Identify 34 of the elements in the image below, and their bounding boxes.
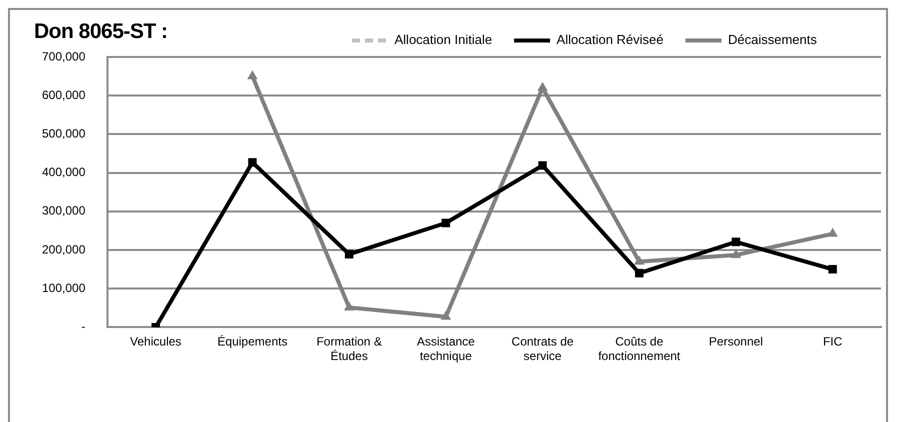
chart-title: Don 8065-ST :	[34, 20, 168, 44]
point	[730, 249, 742, 258]
point	[537, 82, 548, 91]
y-tick-label: 700,000	[42, 49, 86, 64]
point	[248, 158, 257, 167]
x-tick-label: Vehicules	[130, 334, 182, 349]
legend-label: Décaissements	[728, 32, 818, 48]
point	[827, 228, 838, 237]
point	[344, 250, 354, 258]
legend-label: Allocation Réviseé	[556, 32, 664, 48]
x-tick-label: FIC	[822, 334, 843, 349]
point	[635, 268, 644, 278]
point	[344, 302, 354, 311]
x-tick-label: Formation & Études	[316, 334, 382, 364]
x-tick-label: Personnel	[708, 334, 763, 349]
x-tick-label: Coûts de fonctionnement	[598, 334, 681, 364]
x-tick-label: Contrats de service	[512, 334, 574, 364]
y-tick-label: 500,000	[42, 126, 86, 141]
y-tick-label: -	[81, 320, 86, 334]
point	[440, 310, 452, 320]
x-tick-label: Assistance technique	[416, 334, 476, 364]
point	[538, 161, 547, 170]
point	[732, 238, 740, 246]
y-tick-label: 400,000	[42, 165, 86, 180]
point	[247, 70, 258, 80]
y-tick-label: 300,000	[42, 204, 86, 218]
y-tick-label: 600,000	[42, 88, 86, 102]
y-tick-label: 100,000	[42, 280, 86, 295]
y-tick-label: 200,000	[42, 242, 86, 256]
point	[442, 218, 450, 228]
point	[828, 265, 837, 274]
x-tick-label: Équipements	[217, 334, 288, 349]
legend-label: Allocation Initiale	[394, 32, 492, 48]
point	[634, 256, 644, 265]
